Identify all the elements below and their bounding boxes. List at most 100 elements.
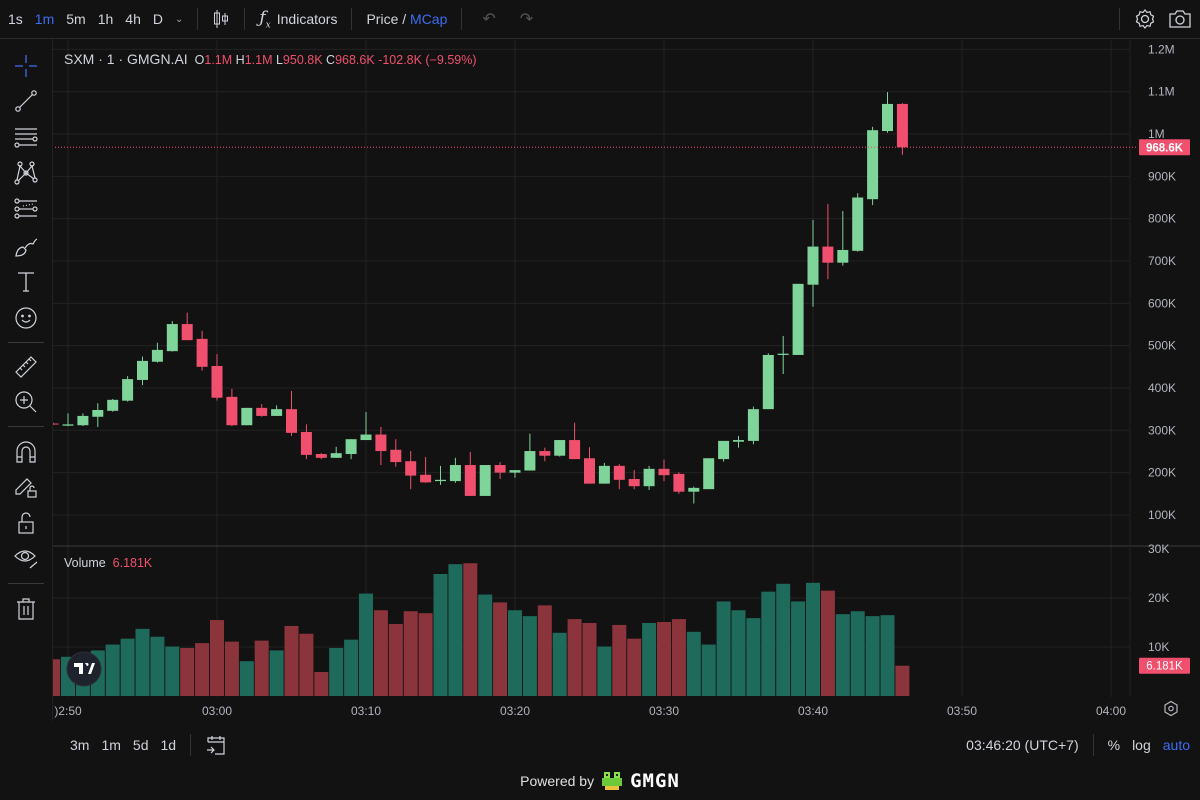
volume-bar — [433, 573, 448, 696]
interval-4h[interactable]: 4h — [125, 11, 141, 27]
interval-5m[interactable]: 5m — [66, 11, 86, 27]
xabcd-pattern-icon[interactable] — [10, 159, 42, 187]
candle — [747, 406, 759, 445]
zoom-in-icon[interactable] — [10, 388, 42, 416]
divider — [1092, 734, 1094, 756]
candle-body — [658, 468, 670, 476]
candle — [166, 321, 178, 352]
price-tick-label: 1M — [1148, 127, 1165, 141]
volume-bar — [552, 632, 567, 696]
volume-bar — [865, 616, 880, 696]
camera-icon[interactable] — [1162, 9, 1200, 29]
volume-bar — [522, 616, 537, 696]
powered-by-text: Powered by — [520, 773, 595, 789]
hide-drawings-icon[interactable] — [10, 544, 42, 572]
divider — [1119, 8, 1120, 30]
candles-icon[interactable] — [206, 9, 236, 29]
volume-bar — [239, 661, 254, 696]
candle-body — [241, 407, 253, 426]
volume-bar — [135, 628, 150, 696]
candle — [449, 457, 461, 483]
crosshair-icon[interactable] — [10, 52, 42, 80]
candle-body — [852, 197, 864, 251]
candle — [92, 403, 104, 427]
candle-body — [151, 349, 163, 362]
magnet-icon[interactable] — [10, 438, 42, 466]
candle — [524, 433, 536, 471]
price-tick-label: 500K — [1148, 339, 1176, 353]
trash-icon[interactable] — [10, 595, 42, 623]
candle — [822, 203, 834, 280]
price-tick-label: 100K — [1148, 508, 1176, 522]
high-label: H — [235, 53, 245, 67]
candle — [62, 413, 74, 427]
time-tick-label: )2:50 — [54, 704, 82, 718]
tradingview-logo[interactable] — [66, 651, 102, 687]
last-volume-label: 6.181K — [1146, 661, 1183, 673]
auto-scale-toggle[interactable]: auto — [1162, 737, 1190, 753]
gann-fan-icon[interactable] — [10, 195, 42, 223]
range-3m[interactable]: 3m — [70, 737, 90, 753]
trend-line-icon[interactable] — [10, 87, 42, 115]
goto-date-icon[interactable] — [199, 734, 233, 756]
interval-1h[interactable]: 1h — [97, 11, 114, 27]
candle — [509, 470, 521, 478]
candle-body — [479, 465, 491, 496]
volume-bar — [150, 636, 165, 696]
undo-icon[interactable]: ↶ — [482, 11, 496, 28]
candle-body — [703, 458, 715, 490]
volume-bar — [299, 633, 314, 696]
volume-bar — [359, 593, 373, 696]
volume-bar — [657, 622, 671, 696]
candle-body — [226, 396, 238, 426]
candle-body — [762, 354, 774, 410]
clock-timezone[interactable]: 03:46:20 (UTC+7) — [966, 737, 1079, 753]
volume-bar — [776, 583, 791, 696]
interval-1m[interactable]: 1m — [34, 11, 55, 27]
settings-icon[interactable] — [1128, 8, 1162, 30]
chevron-down-icon[interactable]: ⌄ — [174, 13, 184, 25]
volume-bar — [537, 605, 552, 696]
candle — [390, 439, 402, 467]
range-5d[interactable]: 5d — [132, 737, 149, 753]
price-option[interactable]: Price — [366, 11, 399, 27]
time-tick-label: 03:30 — [649, 704, 679, 718]
close-value: 968.6K — [335, 53, 375, 67]
volume-value: 6.181K — [112, 556, 153, 570]
candle — [643, 465, 655, 490]
candle — [315, 453, 327, 460]
redo-icon[interactable]: ↷ — [519, 11, 534, 28]
text-icon[interactable] — [10, 268, 42, 296]
price-mcap-toggle[interactable]: Price / MCap — [360, 11, 453, 27]
volume-label[interactable]: Volume — [64, 556, 106, 570]
range-selector: 3m 1m 5d 1d — [52, 737, 182, 753]
candle-body — [643, 468, 655, 487]
top-toolbar: 1s 1m 5m 1h 4h D ⌄ ƒx Indicators Price / MCap … — [0, 0, 1200, 39]
log-scale-toggle[interactable]: log — [1132, 737, 1151, 753]
volume-bar — [210, 620, 224, 696]
lock-drawings-icon[interactable] — [10, 473, 42, 501]
emoji-icon[interactable] — [10, 304, 42, 332]
symbol-title[interactable]: SXM · 1 · GMGN.AI — [64, 51, 188, 67]
candle-body — [598, 465, 610, 484]
fib-retracement-icon[interactable] — [10, 123, 42, 151]
indicators-button[interactable]: ƒx Indicators — [253, 8, 343, 30]
candle-body — [777, 353, 789, 355]
range-1d[interactable]: 1d — [160, 737, 177, 753]
candle — [807, 219, 819, 307]
interval-D[interactable]: D — [152, 11, 163, 27]
time-tick-label: 03:00 — [202, 704, 232, 718]
interval-1s[interactable]: 1s — [8, 11, 23, 27]
mcap-option[interactable]: MCap — [410, 11, 448, 27]
lock-icon[interactable] — [10, 509, 42, 537]
volume-bar — [165, 646, 180, 696]
time-axis-settings-icon[interactable] — [1164, 700, 1178, 717]
bottom-toolbar: 3m 1m 5d 1d 03:46:20 (UTC+7) % log auto — [52, 730, 1200, 760]
percent-scale-toggle[interactable]: % — [1107, 737, 1121, 753]
volume-bar — [567, 619, 582, 696]
price-tick-label: 600K — [1148, 296, 1176, 310]
ruler-icon[interactable] — [10, 353, 42, 381]
range-1m[interactable]: 1m — [101, 737, 121, 753]
brush-icon[interactable] — [10, 233, 42, 261]
